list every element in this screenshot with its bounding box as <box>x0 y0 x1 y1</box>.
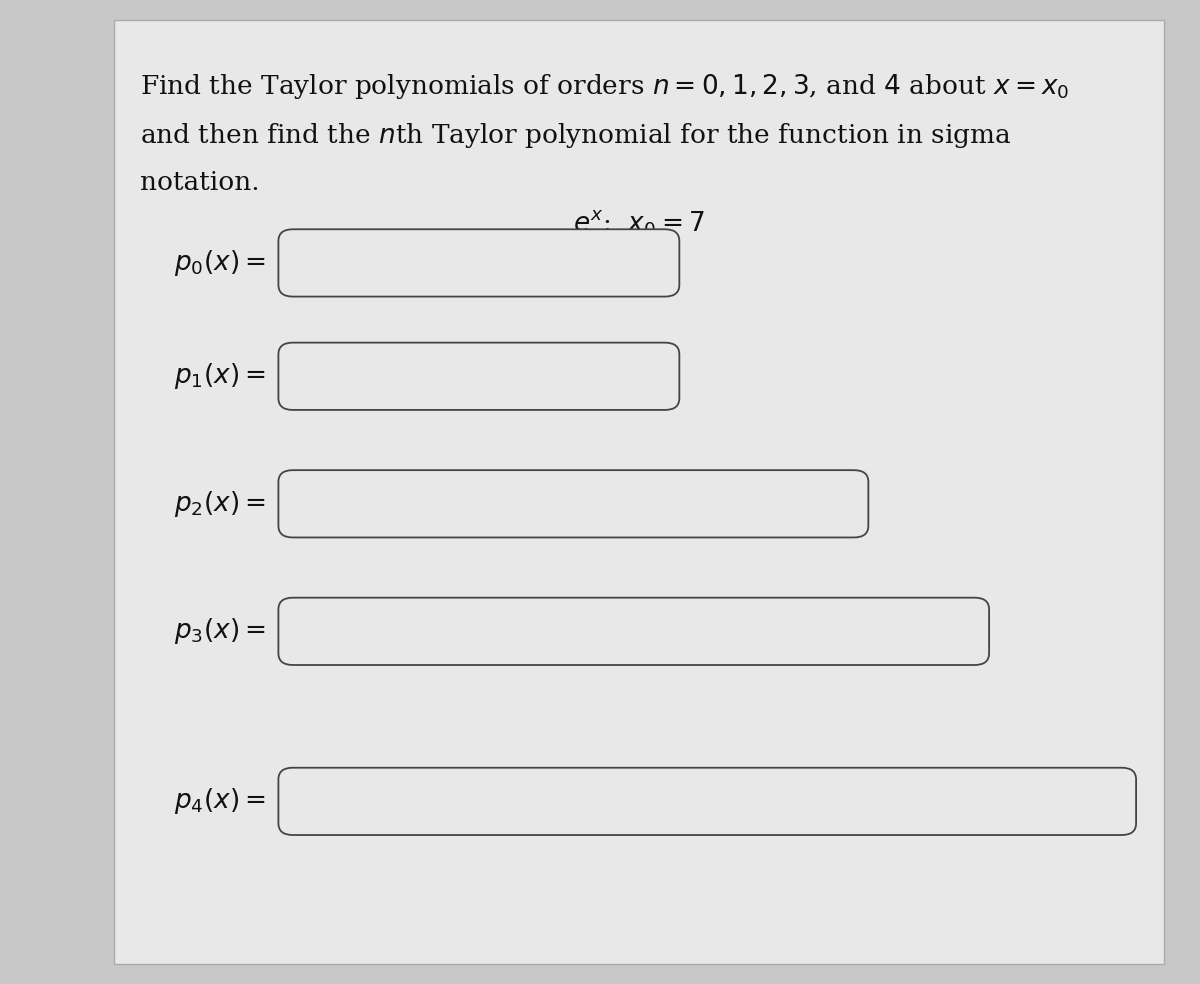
Text: $p_2(x) =$: $p_2(x) =$ <box>174 489 266 519</box>
Text: $p_3(x) =$: $p_3(x) =$ <box>174 616 266 646</box>
Text: and then find the $n$th Taylor polynomial for the function in sigma: and then find the $n$th Taylor polynomia… <box>140 121 1012 150</box>
FancyBboxPatch shape <box>278 470 869 537</box>
FancyBboxPatch shape <box>278 768 1136 835</box>
FancyBboxPatch shape <box>278 597 989 665</box>
FancyBboxPatch shape <box>278 229 679 296</box>
Text: $p_0(x) =$: $p_0(x) =$ <box>174 248 266 277</box>
Text: $p_1(x) =$: $p_1(x) =$ <box>174 361 266 392</box>
FancyBboxPatch shape <box>278 342 679 410</box>
FancyBboxPatch shape <box>114 20 1164 964</box>
Text: $p_4(x) =$: $p_4(x) =$ <box>174 786 266 817</box>
Text: $e^x$;  $x_0 = 7$: $e^x$; $x_0 = 7$ <box>574 209 704 238</box>
Text: notation.: notation. <box>140 170 260 195</box>
Text: Find the Taylor polynomials of orders $n = 0, 1, 2, 3$, and $4$ about $x = x_0$: Find the Taylor polynomials of orders $n… <box>140 72 1069 100</box>
